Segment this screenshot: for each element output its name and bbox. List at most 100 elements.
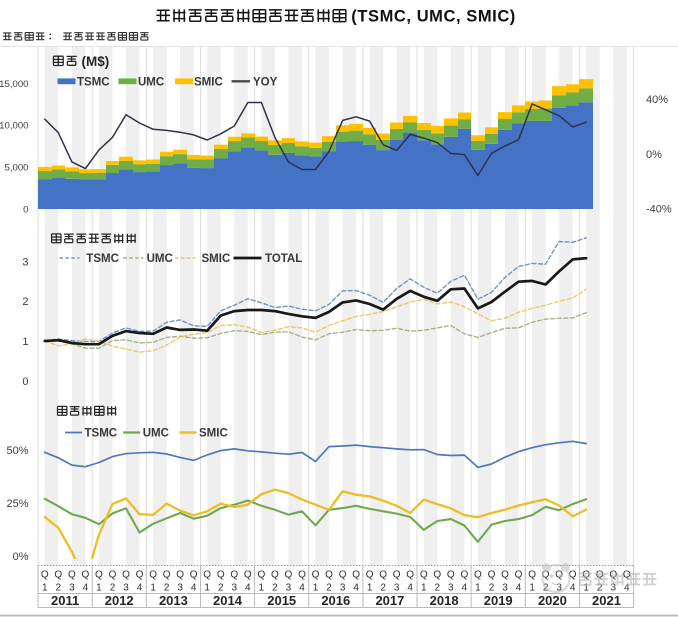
svg-text:Q: Q [623, 570, 631, 581]
svg-text:2: 2 [326, 583, 332, 594]
svg-text:4: 4 [83, 583, 89, 594]
svg-text:2013: 2013 [159, 593, 188, 608]
svg-text:0: 0 [22, 376, 28, 388]
svg-text:2: 2 [56, 583, 62, 594]
svg-text:0: 0 [23, 204, 28, 215]
svg-text:Q: Q [596, 570, 604, 581]
svg-text:1: 1 [259, 583, 265, 594]
svg-text:Q: Q [136, 570, 144, 581]
svg-text:2: 2 [110, 583, 116, 594]
svg-text:Q: Q [433, 570, 441, 581]
svg-text:4: 4 [245, 583, 251, 594]
svg-text:40%: 40% [646, 94, 668, 106]
svg-text:2017: 2017 [375, 593, 404, 608]
svg-text:1: 1 [96, 583, 102, 594]
svg-text:TSMC: TSMC [85, 428, 118, 440]
svg-text:0%: 0% [13, 551, 29, 563]
svg-text:2: 2 [218, 583, 224, 594]
svg-text:Q: Q [542, 570, 550, 581]
svg-text:1: 1 [583, 583, 589, 594]
svg-text:1: 1 [313, 583, 319, 594]
svg-text:UMC: UMC [143, 428, 169, 440]
svg-text:(M$): (M$) [82, 54, 110, 69]
svg-text:Q: Q [420, 570, 428, 581]
svg-text:25%: 25% [6, 498, 28, 510]
svg-text:2012: 2012 [105, 593, 134, 608]
svg-text:Q: Q [109, 570, 117, 581]
svg-text:2: 2 [597, 583, 603, 594]
svg-text:2: 2 [164, 583, 170, 594]
svg-text:Q: Q [379, 570, 387, 581]
svg-text:0%: 0% [646, 149, 662, 161]
svg-text:3: 3 [286, 583, 292, 594]
svg-text:Q: Q [582, 570, 590, 581]
svg-text:Q: Q [271, 570, 279, 581]
svg-text:1: 1 [150, 583, 156, 594]
svg-text:4: 4 [570, 583, 576, 594]
svg-text:SMIC: SMIC [194, 77, 223, 89]
svg-text:Q: Q [258, 570, 266, 581]
svg-text:Q: Q [488, 570, 496, 581]
svg-text:1: 1 [22, 336, 28, 348]
svg-text:TSMC: TSMC [86, 253, 119, 265]
svg-text:3: 3 [448, 583, 454, 594]
svg-text:2015: 2015 [267, 593, 296, 608]
svg-text:SMIC: SMIC [202, 253, 231, 265]
svg-text:UMC: UMC [138, 77, 164, 89]
svg-text:2011: 2011 [51, 593, 79, 608]
svg-text:3: 3 [177, 583, 183, 594]
svg-text:2021: 2021 [592, 593, 621, 608]
svg-text:Q: Q [366, 570, 374, 581]
svg-text:2020: 2020 [538, 593, 567, 608]
svg-text:YOY: YOY [253, 77, 278, 89]
svg-text:Q: Q [406, 570, 414, 581]
svg-text:1: 1 [204, 583, 210, 594]
svg-text:4: 4 [462, 583, 468, 594]
svg-text:3: 3 [611, 583, 617, 594]
svg-text:Q: Q [95, 570, 103, 581]
svg-text:2: 2 [272, 583, 278, 594]
svg-text:1: 1 [529, 583, 535, 594]
svg-text:3: 3 [22, 256, 28, 268]
svg-text:Q: Q [569, 570, 577, 581]
svg-text:4: 4 [299, 583, 305, 594]
svg-text:Q: Q [217, 570, 225, 581]
svg-text:TSMC: TSMC [77, 77, 110, 89]
svg-text:Q: Q [176, 570, 184, 581]
svg-text:5,000: 5,000 [4, 163, 28, 174]
svg-text:3: 3 [340, 583, 346, 594]
svg-text:Q: Q [285, 570, 293, 581]
svg-text:3: 3 [69, 583, 75, 594]
svg-text:TOTAL: TOTAL [265, 253, 302, 265]
svg-text:UMC: UMC [147, 253, 173, 265]
svg-text:Q: Q [474, 570, 482, 581]
svg-text:Q: Q [122, 570, 130, 581]
svg-text:2014: 2014 [213, 593, 243, 608]
svg-text:2: 2 [22, 296, 28, 308]
svg-text:3: 3 [123, 583, 129, 594]
svg-text:4: 4 [516, 583, 522, 594]
svg-text:2019: 2019 [484, 593, 513, 608]
svg-text:Q: Q [352, 570, 360, 581]
svg-text:Q: Q [447, 570, 455, 581]
svg-text:4: 4 [624, 583, 630, 594]
svg-text:Q: Q [325, 570, 333, 581]
svg-text:Q: Q [82, 570, 90, 581]
svg-text:-40%: -40% [646, 204, 672, 216]
svg-text:4: 4 [407, 583, 413, 594]
svg-text:2: 2 [489, 583, 495, 594]
svg-text:Q: Q [528, 570, 536, 581]
svg-text:Q: Q [339, 570, 347, 581]
svg-text:15,000: 15,000 [0, 79, 29, 90]
svg-text:Q: Q [609, 570, 617, 581]
svg-text:3: 3 [232, 583, 238, 594]
svg-text:3: 3 [394, 583, 400, 594]
svg-text:Q: Q [149, 570, 157, 581]
svg-text:2: 2 [435, 583, 441, 594]
svg-text:1: 1 [475, 583, 481, 594]
svg-text:Q: Q [461, 570, 469, 581]
svg-text:Q: Q [54, 570, 62, 581]
svg-text:3: 3 [502, 583, 508, 594]
svg-text:2: 2 [380, 583, 386, 594]
svg-text:50%: 50% [6, 445, 28, 457]
